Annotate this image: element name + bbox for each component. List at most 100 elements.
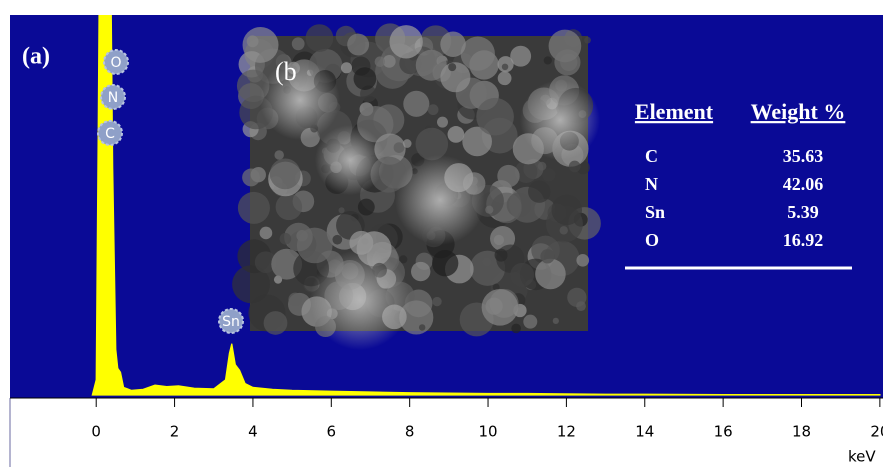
x-tick-label: 14 <box>635 423 654 441</box>
sem-texture <box>393 142 405 153</box>
table-header: Weight % <box>751 99 846 124</box>
sem-texture <box>305 24 334 52</box>
sem-texture <box>232 265 270 304</box>
sem-texture <box>357 198 375 216</box>
sem-highlight <box>310 250 410 350</box>
x-tick-label: 8 <box>405 423 415 441</box>
sem-texture <box>528 180 551 203</box>
table-cell: Sn <box>645 202 665 222</box>
peak-label: N <box>108 90 118 106</box>
sem-texture <box>288 292 303 307</box>
x-tick-label: 18 <box>792 423 811 441</box>
sem-highlight <box>520 80 600 160</box>
x-tick-label: 6 <box>327 423 337 441</box>
x-tick-label: 0 <box>91 423 101 441</box>
sem-texture <box>492 283 500 291</box>
sem-texture <box>296 227 333 264</box>
sem-texture <box>437 116 448 128</box>
sem-texture <box>540 249 555 264</box>
sem-texture <box>291 37 305 51</box>
sem-texture <box>511 323 521 334</box>
table-cell: C <box>645 146 658 166</box>
table-cell: 35.63 <box>783 146 824 166</box>
sem-texture <box>432 250 459 277</box>
sem-texture <box>432 296 442 307</box>
table-cell: N <box>645 174 658 194</box>
sem-texture <box>347 33 370 56</box>
sem-texture <box>482 257 492 267</box>
sem-texture <box>389 25 423 59</box>
sem-texture <box>494 248 508 262</box>
x-tick-label: 10 <box>478 423 497 441</box>
sem-texture <box>415 127 449 161</box>
x-tick-label: 2 <box>170 423 180 441</box>
sem-texture <box>493 234 505 246</box>
sem-texture <box>399 255 408 264</box>
peak-marker <box>218 308 244 334</box>
sem-texture <box>403 90 430 117</box>
sem-texture <box>242 168 260 187</box>
sem-texture <box>447 126 465 143</box>
sem-texture <box>448 63 457 72</box>
sem-texture <box>382 55 396 68</box>
sem-texture <box>514 160 538 183</box>
sem-texture <box>411 261 431 282</box>
peak-label: Sn <box>222 314 240 330</box>
sem-image <box>232 23 601 350</box>
sem-texture <box>568 160 581 173</box>
sem-texture <box>237 191 270 224</box>
sem-highlight <box>315 125 385 195</box>
x-tick-label: 20 <box>870 423 883 441</box>
sem-texture <box>374 56 386 67</box>
table-cell: 16.92 <box>783 230 824 250</box>
sem-texture <box>402 139 412 148</box>
sem-highlight <box>260 60 340 140</box>
table-cell: O <box>645 230 659 250</box>
table-cell: 42.06 <box>783 174 824 194</box>
sem-texture <box>427 104 439 116</box>
sem-texture <box>559 226 568 235</box>
sem-texture <box>338 207 345 214</box>
sem-texture <box>275 193 303 221</box>
sem-texture <box>576 301 586 312</box>
peak-marker <box>100 84 126 110</box>
sem-texture <box>552 317 559 325</box>
sem-texture <box>535 258 566 290</box>
sem-texture <box>415 49 447 81</box>
sem-texture <box>554 49 581 76</box>
table-header: Element <box>635 99 714 124</box>
sem-texture <box>263 311 288 335</box>
x-axis-label: keV <box>848 448 876 466</box>
sem-texture <box>481 288 519 326</box>
sem-texture <box>485 205 494 214</box>
sem-texture <box>269 158 301 190</box>
table-cell: 5.39 <box>787 202 819 222</box>
sem-texture <box>543 56 552 65</box>
sem-texture <box>584 36 591 44</box>
sem-texture <box>510 262 535 287</box>
sem-texture <box>332 234 343 245</box>
sem-texture <box>497 71 512 86</box>
sem-texture <box>476 97 514 136</box>
sem-texture <box>353 67 377 91</box>
sem-texture <box>274 150 284 160</box>
sem-texture <box>254 251 277 274</box>
peak-label: O <box>110 55 121 71</box>
sem-texture <box>501 63 509 71</box>
sem-texture <box>460 36 495 71</box>
sem-texture <box>537 161 547 171</box>
sem-texture <box>349 230 374 255</box>
x-tick-label: 12 <box>557 423 576 441</box>
sem-highlight <box>395 155 485 245</box>
sem-texture <box>497 164 520 188</box>
peak-marker <box>97 120 123 146</box>
plot-area <box>91 15 881 396</box>
panel-label: (a) <box>22 44 50 70</box>
sem-texture <box>510 45 532 67</box>
x-tick-label: 4 <box>248 423 258 441</box>
sem-texture <box>340 62 353 74</box>
spectrum-area <box>91 15 881 396</box>
